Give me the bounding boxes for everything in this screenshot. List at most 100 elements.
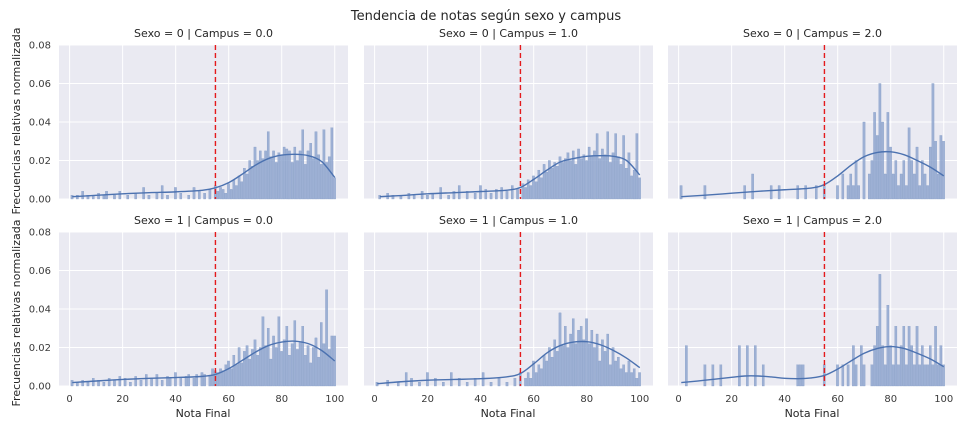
histogram-bar [679, 185, 683, 200]
histogram-bar [442, 381, 445, 387]
y-axis-label-row-1: Frecuencias relativas normalizada [10, 28, 23, 215]
histogram-bar [939, 135, 943, 200]
histogram-bar [857, 185, 860, 200]
histogram-bar [248, 160, 251, 200]
histogram-bar [777, 185, 781, 200]
histogram-bar [320, 322, 323, 387]
histogram-bar [894, 326, 898, 387]
histogram-bar [410, 378, 413, 387]
histogram-bar [452, 191, 456, 200]
histogram-bar [261, 316, 265, 387]
histogram-bar [590, 330, 594, 387]
histogram-bar [564, 158, 567, 200]
histogram-bar [266, 328, 270, 387]
histogram-bar [738, 345, 741, 387]
histogram-bar [187, 374, 190, 387]
histogram-bar [931, 83, 935, 200]
histogram-bar [627, 360, 631, 387]
histogram-bar [126, 194, 130, 200]
histogram-bar [203, 193, 206, 200]
histogram-bar [259, 347, 262, 387]
histogram-bar [542, 355, 546, 387]
histogram-bar [174, 187, 177, 200]
figure-title: Tendencia de notas según sexo y campus [350, 9, 622, 24]
histogram-bar [614, 360, 617, 387]
histogram-bar [229, 189, 233, 200]
histogram-bar [577, 148, 580, 200]
histogram-bar [873, 112, 876, 200]
histogram-bar [921, 345, 924, 387]
histogram-bar [886, 304, 890, 387]
histogram-bar [288, 150, 291, 200]
histogram-bar [582, 339, 586, 387]
histogram-bar [184, 376, 188, 387]
histogram-bar [208, 189, 212, 200]
histogram-bar [841, 173, 845, 200]
histogram-bar [232, 179, 236, 200]
histogram-bar [484, 189, 488, 200]
histogram-bar [280, 154, 283, 200]
histogram-bar [799, 364, 802, 387]
histogram-bar [934, 326, 937, 387]
y-tick-label: 0.06 [29, 266, 51, 277]
x-tick-label: 60 [527, 394, 540, 405]
histogram-bar [685, 345, 688, 387]
histogram-bar [513, 378, 517, 387]
kde-curve [379, 154, 641, 198]
histogram-bar [619, 368, 623, 387]
histogram-bar [556, 166, 559, 200]
histogram-bar [224, 364, 228, 387]
panel-title: Sexo = 1 | Campus = 2.0 [743, 214, 882, 227]
histogram-bar [635, 378, 639, 387]
x-tick-label: 20 [116, 394, 129, 405]
histogram-bar [219, 368, 222, 387]
panel-title: Sexo = 1 | Campus = 0.0 [134, 214, 273, 227]
histogram-bar [314, 131, 318, 200]
histogram-bar [253, 146, 257, 200]
histogram-bar [929, 146, 932, 200]
histogram-bar [129, 381, 132, 387]
y-tick-label: 0.00 [29, 382, 51, 393]
panels-group: Sexo = 0 | Campus = 0.0 0.00 0.02 0.04 0.06 0… [29, 27, 957, 405]
histogram-bar [751, 173, 754, 200]
histogram-bar [272, 150, 275, 200]
histogram-bar [606, 131, 609, 200]
histogram-bar [711, 364, 715, 387]
histogram-bar [942, 364, 945, 387]
histogram-bar [426, 372, 429, 387]
histogram-bar [534, 372, 538, 387]
histogram-bar [566, 152, 570, 200]
histogram-bar [187, 194, 190, 200]
histogram-bar [489, 193, 493, 200]
y-tick-label: 0.04 [29, 305, 51, 316]
histogram-bar [611, 152, 615, 200]
histogram-bar [883, 364, 887, 387]
histogram-bar [561, 162, 564, 200]
histogram-bar [558, 312, 562, 387]
histogram-bar [208, 376, 212, 387]
histogram-bar [849, 173, 853, 200]
histogram-bar [155, 193, 159, 200]
histogram-bar [97, 193, 100, 200]
histogram-bar [579, 326, 583, 387]
x-axis-label-col-3: Nota Final [785, 407, 840, 420]
y-tick-label: 0.02 [29, 343, 51, 354]
histogram-bar [746, 345, 749, 387]
histogram-bar [632, 169, 636, 200]
histogram-bar [251, 349, 254, 387]
histogram-bar [553, 339, 556, 387]
histogram-bar [243, 351, 246, 387]
histogram-bar [625, 372, 628, 387]
histogram-bar [878, 274, 882, 387]
histogram-bar [434, 378, 437, 387]
histogram-bar [902, 326, 906, 387]
histogram-bar [545, 360, 549, 387]
histogram-bar [540, 368, 543, 387]
histogram-bar [622, 364, 625, 387]
histogram-bar [569, 333, 572, 387]
histogram-bar [852, 185, 855, 200]
histogram-bar [505, 381, 509, 387]
histogram-bar [587, 343, 591, 387]
facet-panel: Sexo = 1 | Campus = 1.0 0 20 40 60 80 100 [364, 214, 653, 405]
kde-curve [681, 150, 945, 198]
